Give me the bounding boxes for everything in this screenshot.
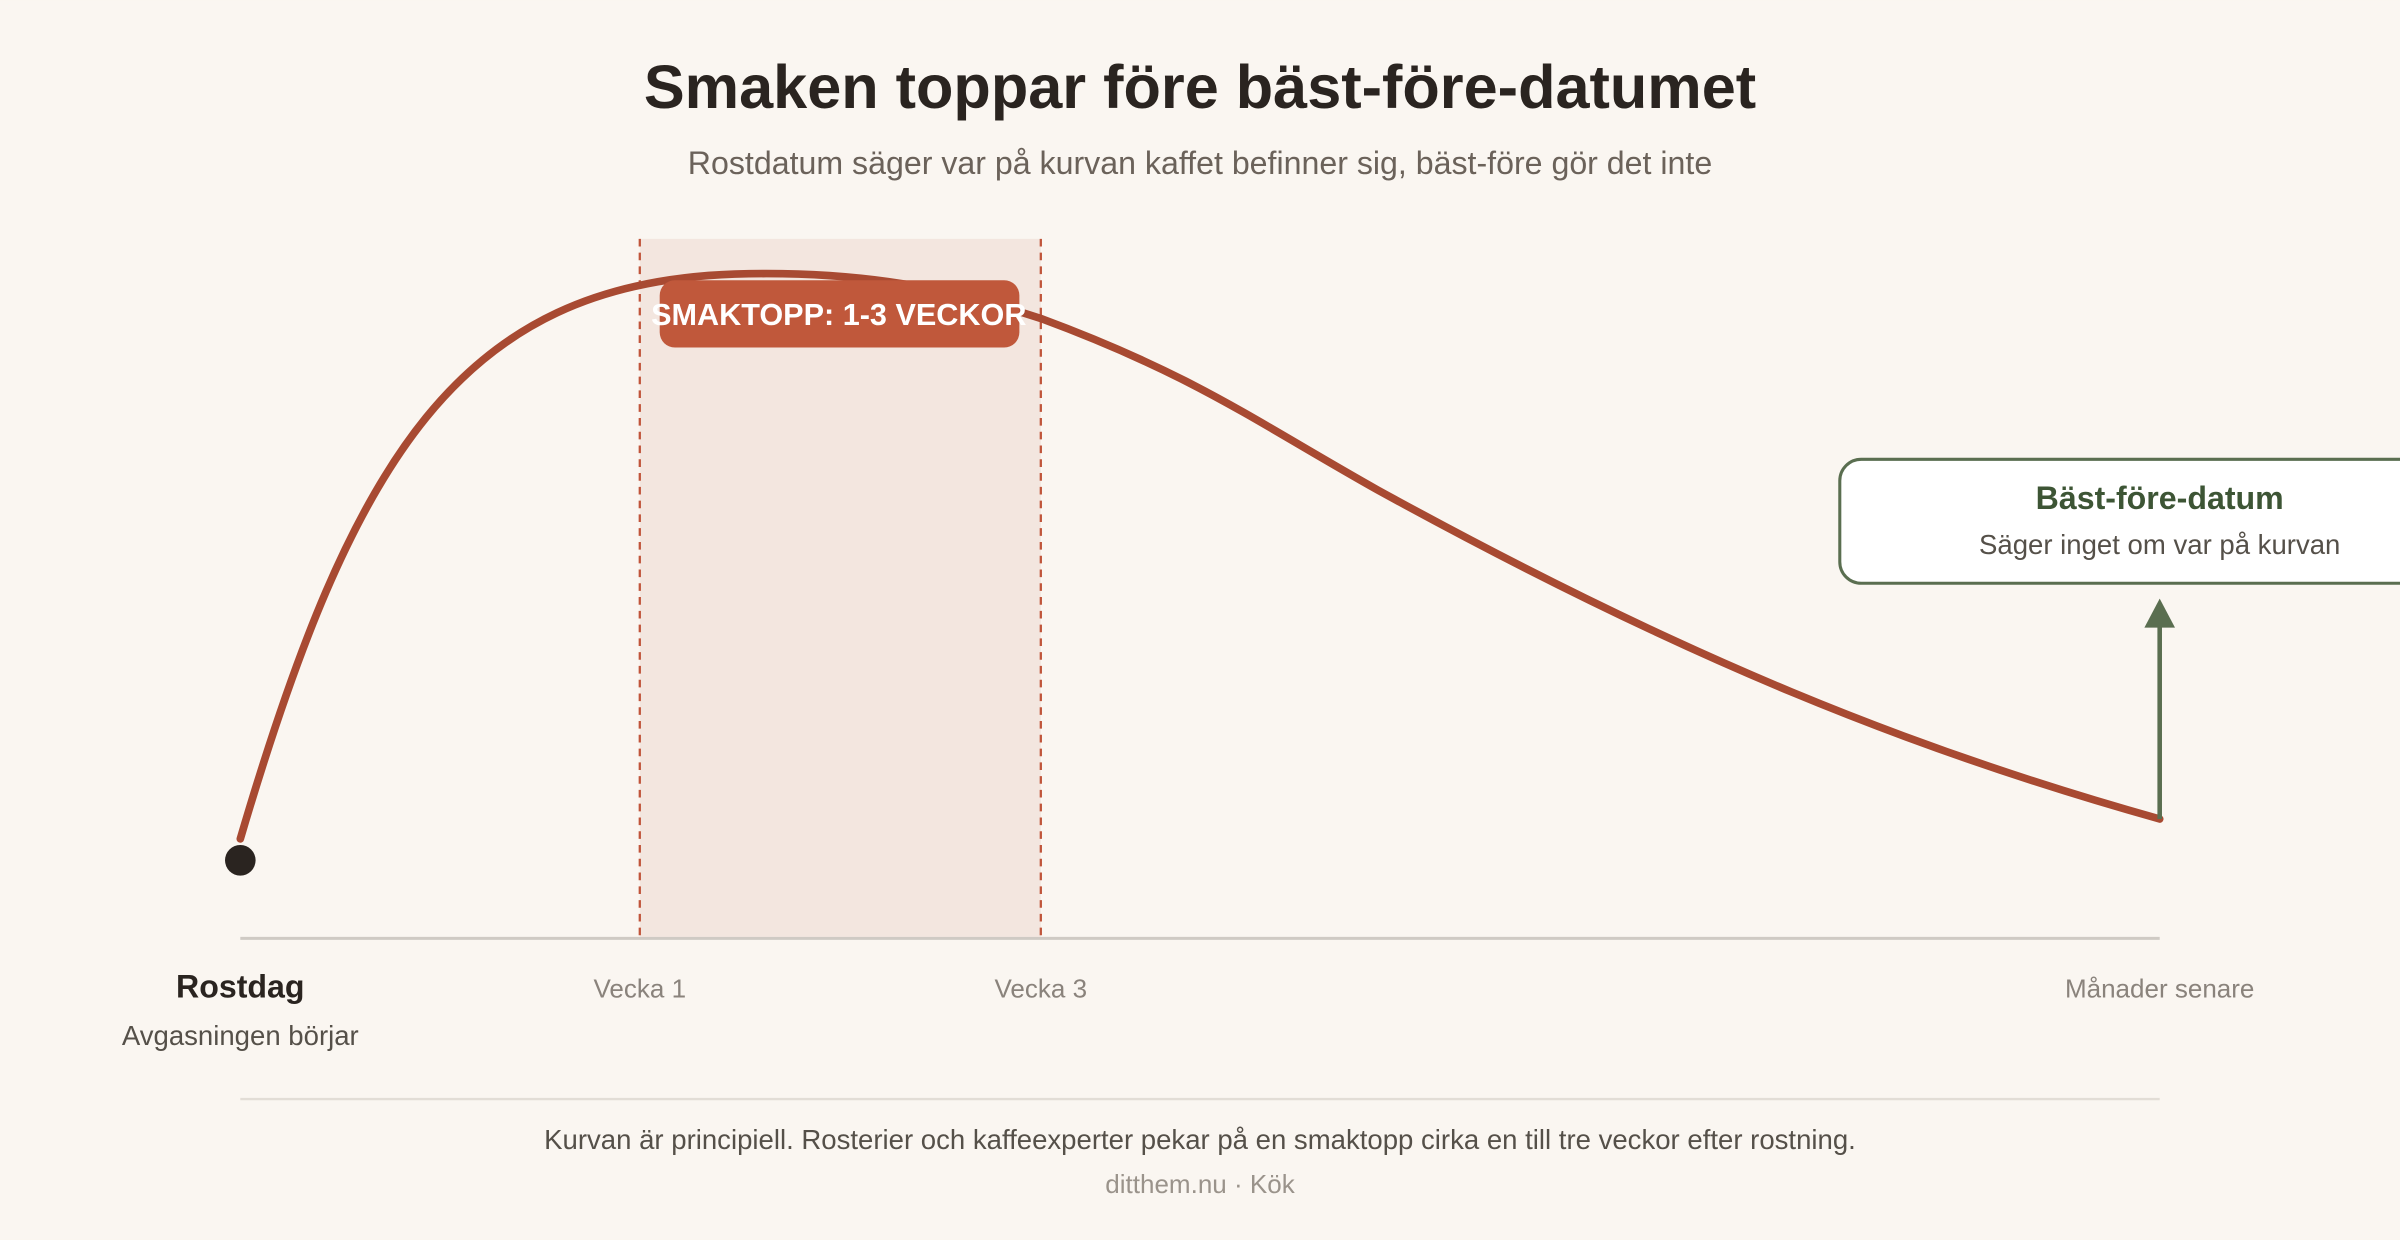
peak-band (639, 238, 1041, 937)
x-label: Månader senare (2065, 973, 2254, 1003)
peak-pill (659, 280, 1020, 348)
x-label: Vecka 1 (594, 973, 687, 1003)
peak-label: SMAKTOPP: 1-3 VECKOR (651, 298, 1026, 332)
start-note: Avgasningen börjar (122, 1020, 359, 1051)
footer-source: ditthem.nu · Kök (1105, 1169, 1295, 1199)
flavor-curve (236, 269, 2164, 843)
subtitle: Rostdatum säger var på kurvan kaffet bef… (688, 145, 1712, 181)
x-label: Rostdag (176, 968, 305, 1004)
callout-title: Bäst-före-datum (2036, 480, 2284, 516)
x-label: Vecka 3 (995, 973, 1088, 1003)
footer-note: Kurvan är principiell. Rosterier och kaf… (544, 1124, 1856, 1155)
start-dot (225, 845, 256, 876)
callout-box (1838, 457, 2400, 585)
title: Smaken toppar före bäst-före-datumet (644, 53, 1756, 121)
callout-text: Säger inget om var på kurvan (1979, 529, 2340, 560)
arrow-head (2144, 598, 2175, 628)
